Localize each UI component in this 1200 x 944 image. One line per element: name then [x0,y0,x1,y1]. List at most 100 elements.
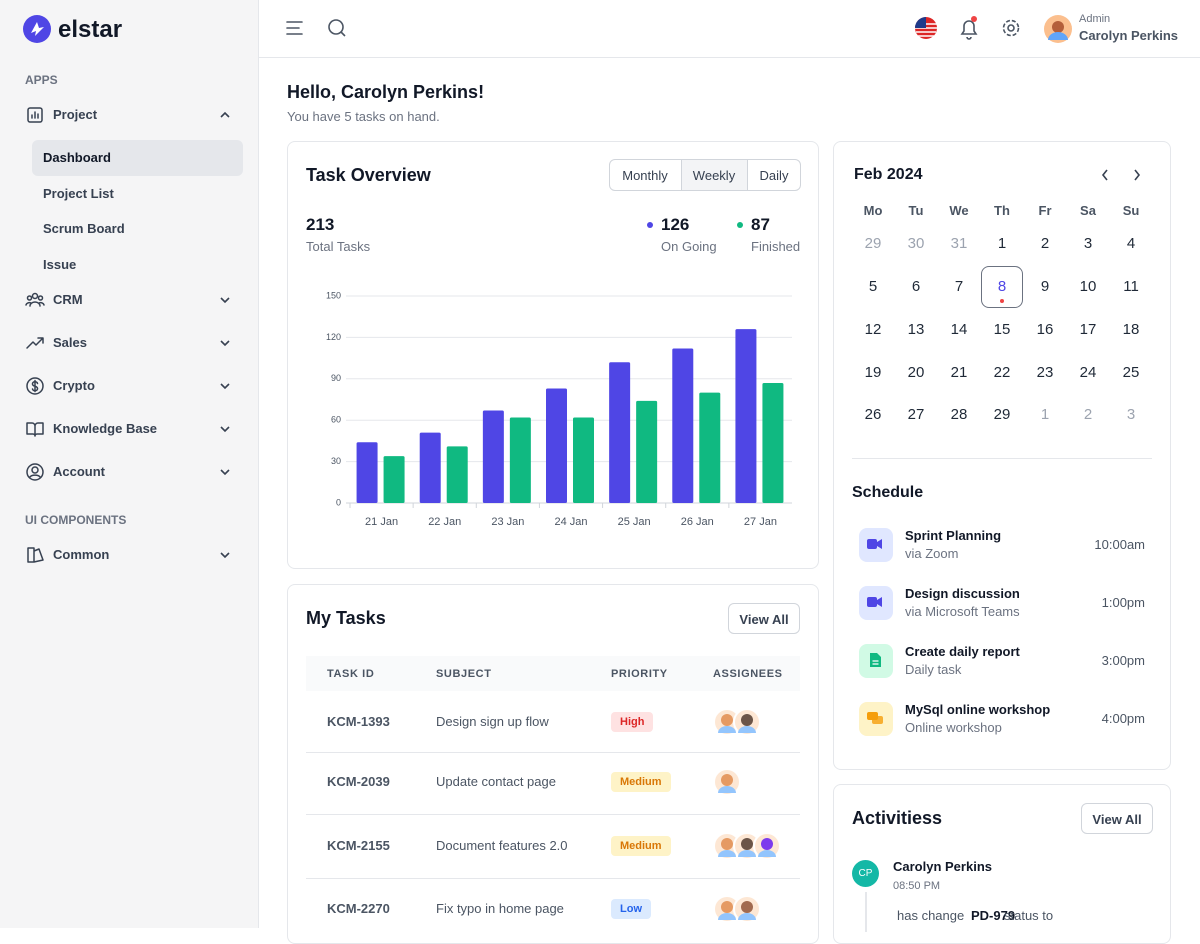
calendar-day[interactable]: 31 [950,235,968,252]
calendar-day[interactable]: 21 [950,364,968,381]
calendar-day[interactable]: 28 [950,406,968,423]
assignee-avatar-part [718,726,736,733]
menu-item[interactable]: Common [53,546,110,562]
calendar-day[interactable]: 17 [1079,321,1097,338]
menu-icon-part [26,376,44,395]
schedule-title[interactable]: Create daily report [905,644,1020,659]
calendar-day[interactable]: 1 [997,235,1007,252]
x-tick-label: 24 Jan [554,516,587,528]
tab-divider [747,160,748,190]
user-avatar[interactable] [1043,14,1073,44]
calendar-day[interactable]: 2 [1083,406,1093,423]
calendar-day[interactable]: 16 [1036,321,1054,338]
calendar-day[interactable]: 6 [911,278,921,295]
schedule-icon [859,702,893,736]
calendar-day[interactable]: 5 [868,278,878,295]
task-id[interactable]: KCM-2155 [327,838,390,853]
stat-value: 213 [306,215,335,234]
activity-line [865,892,867,932]
assignee-avatar [733,895,761,923]
calendar-day[interactable]: 19 [864,364,882,381]
schedule-subtitle: via Microsoft Teams [905,604,1020,619]
calendar-day[interactable]: 18 [1122,321,1140,338]
calendar-day[interactable]: 11 [1123,278,1139,295]
menu-item[interactable]: CRM [53,291,83,307]
schedule-title[interactable]: Sprint Planning [905,528,1002,543]
calendar-day[interactable]: 29 [864,235,882,252]
calendar-day[interactable]: 20 [907,364,925,381]
view-all-button[interactable] [1081,803,1153,834]
menu-icon-part [26,376,44,395]
calendar-day[interactable]: 13 [907,321,925,338]
schedule-icon [859,644,893,678]
calendar-day[interactable]: 24 [1079,364,1097,381]
submenu-item[interactable]: Scrum Board [43,221,125,236]
user-name[interactable]: Carolyn Perkins [1079,28,1178,43]
calendar-day[interactable]: 22 [993,364,1011,381]
stat-value: 87 [751,215,770,234]
tab[interactable]: Daily [759,168,789,183]
assignee-avatar-part [761,838,773,850]
schedule-title[interactable]: Design discussion [905,586,1020,601]
calendar-day[interactable]: 2 [1040,235,1050,252]
tab[interactable]: Monthly [622,168,668,183]
calendar-day[interactable]: 9 [1040,278,1050,295]
task-id[interactable]: KCM-2270 [327,901,390,916]
prev-month[interactable] [1101,169,1108,181]
task-id[interactable]: KCM-2039 [327,774,390,789]
calendar-day[interactable]: 4 [1126,235,1136,252]
active-item-bg [32,140,243,176]
weekday: We [949,203,969,218]
greeting-subtitle: You have 5 tasks on hand. [287,109,440,124]
menu-icon-part [25,292,45,307]
menu-icon-part [28,473,42,478]
today-dot [1000,299,1004,303]
calendar-day[interactable]: 27 [907,406,925,423]
menu-item[interactable]: Sales [53,334,87,350]
activity-name[interactable]: Carolyn Perkins [893,859,992,874]
calendar-day[interactable]: 10 [1079,278,1097,295]
calendar-day[interactable]: 23 [1036,364,1054,381]
calendar-day[interactable]: 29 [993,406,1011,423]
task-id[interactable]: KCM-1393 [327,714,390,729]
submenu-item[interactable]: Project List [43,185,114,201]
settings-icon[interactable] [1002,19,1020,37]
calendar-day[interactable]: 26 [864,406,882,423]
flag-icon[interactable] [915,17,937,39]
menu-item[interactable]: Knowledge Base [53,420,158,436]
calendar-day[interactable]: 15 [993,321,1011,338]
menu-item[interactable]: Account [53,463,105,479]
row-divider [306,814,800,815]
bar [636,400,658,503]
submenu-item[interactable]: Issue [43,256,77,272]
chevron-part [220,425,230,432]
bell-icon[interactable] [960,16,978,40]
calendar-day[interactable]: 30 [907,235,925,252]
calendar-day[interactable]: 8 [997,278,1007,295]
search-icon[interactable] [328,19,346,37]
calendar-day[interactable]: 3 [1083,235,1093,252]
schedule-subtitle: Online workshop [905,720,1002,735]
greeting-title: Hello, Carolyn Perkins! [287,82,485,102]
submenu-item[interactable]: Dashboard [43,150,111,165]
calendar-day[interactable]: 3 [1126,406,1136,423]
calendar-day[interactable]: 1 [1040,406,1050,423]
chevron-part [220,111,230,118]
button-label[interactable]: View All [739,612,789,627]
column-header: SUBJECT [436,668,492,680]
button-label[interactable]: View All [1092,812,1142,827]
x-tick-label: 23 Jan [491,516,524,528]
view-all-button[interactable] [728,603,800,634]
menu-item[interactable]: Crypto [53,377,95,393]
calendar-day[interactable]: 7 [954,278,964,295]
calendar-day[interactable]: 12 [864,321,882,338]
calendar-day[interactable]: 14 [950,321,968,338]
calendar-day[interactable]: 25 [1122,364,1140,381]
tab[interactable]: Weekly [692,168,736,183]
menu-icon[interactable] [286,21,303,35]
schedule-title[interactable]: MySql online workshop [905,702,1051,717]
next-month[interactable] [1134,169,1141,181]
schedule-icon-part [877,597,882,607]
menu-item[interactable]: Project [53,107,98,122]
task-subject: Design sign up flow [436,714,549,729]
